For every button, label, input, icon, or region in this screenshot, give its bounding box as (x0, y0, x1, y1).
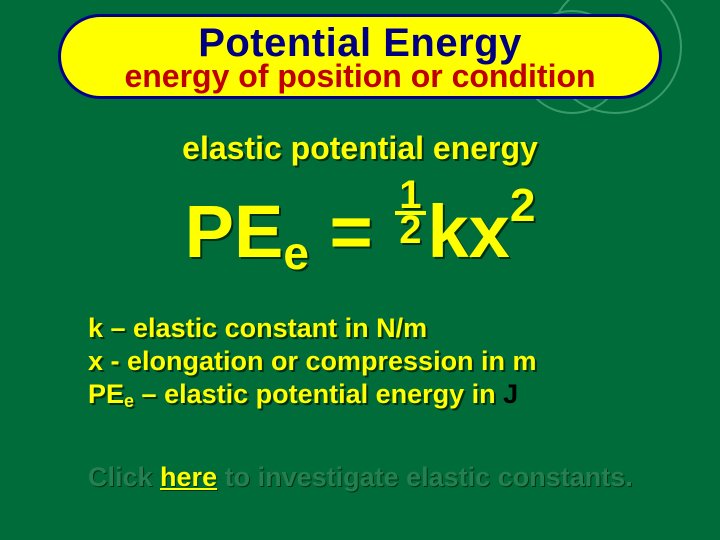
formula-lhs-sub: e (283, 227, 309, 279)
formula: PEe = 12kx2 (0, 182, 720, 276)
formula-k: k (428, 190, 469, 273)
def-x: x - elongation or compression in m (88, 345, 668, 378)
title-sub: energy of position or condition (71, 59, 649, 94)
cta-pre: Click (88, 462, 160, 492)
definitions: k – elastic constant in N/m x - elongati… (88, 312, 668, 413)
cta-link-here[interactable]: here (160, 462, 217, 492)
formula-half: 12 (395, 180, 425, 246)
def-k: k – elastic constant in N/m (88, 312, 668, 345)
formula-eq: = (309, 190, 393, 273)
cta-post: to investigate elastic constants. (217, 462, 633, 492)
formula-half-bot: 2 (395, 215, 425, 246)
formula-exp: 2 (510, 179, 536, 231)
formula-lhs: PE (185, 190, 284, 273)
title-box: Potential Energy energy of position or c… (58, 14, 662, 99)
def-pe-sub: e (124, 391, 134, 411)
heading-elastic-pe: elastic potential energy (0, 130, 720, 167)
formula-x: x (469, 190, 510, 273)
cta-line: Click here to investigate elastic consta… (88, 462, 688, 493)
def-pe-post: – elastic potential energy in (134, 379, 503, 409)
def-pe: PEe – elastic potential energy in J (88, 378, 668, 413)
title-main: Potential Energy (71, 23, 649, 63)
def-pe-unit: J (503, 379, 518, 409)
def-pe-sym: PE (88, 379, 124, 409)
